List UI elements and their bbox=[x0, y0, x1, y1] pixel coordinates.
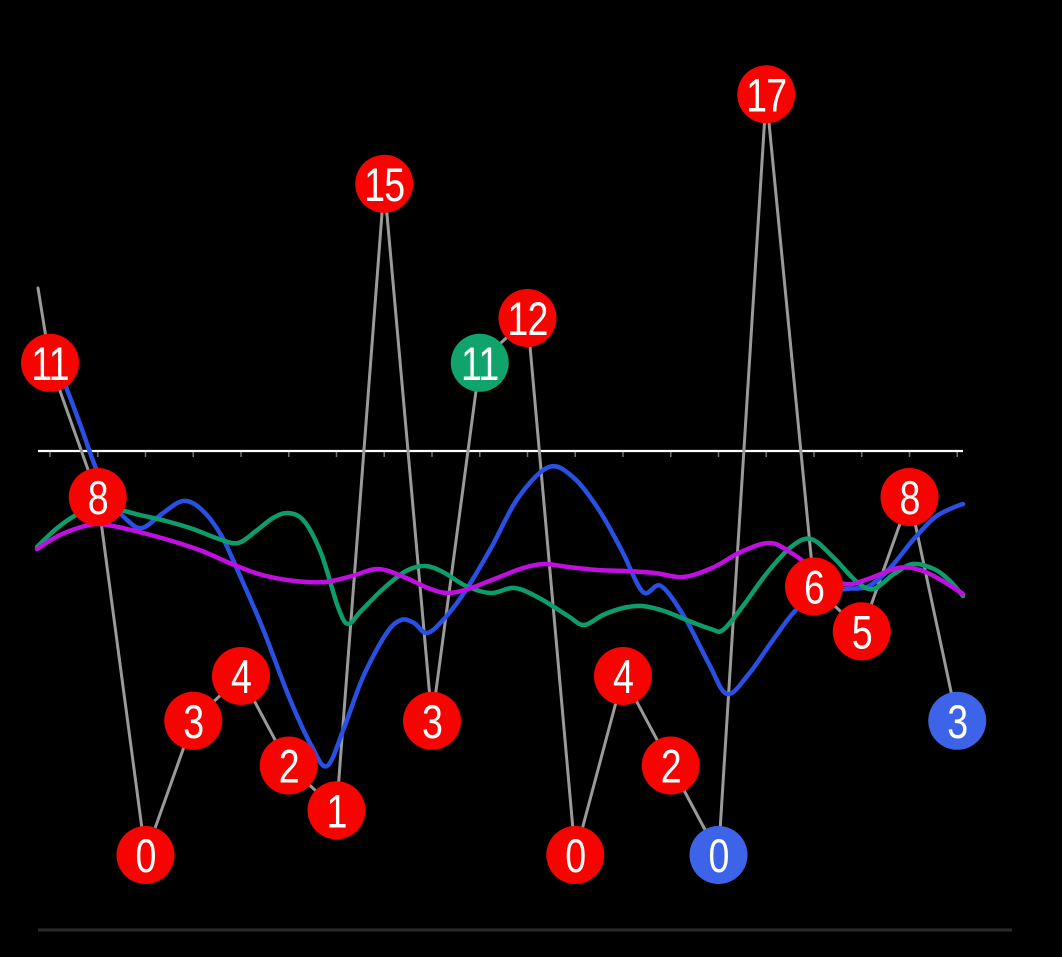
data-point-circle bbox=[498, 289, 557, 347]
data-point[interactable]: 4 bbox=[212, 647, 270, 705]
data-point[interactable]: 3 bbox=[164, 691, 223, 750]
data-point-circle bbox=[880, 468, 939, 526]
data-point-circle bbox=[259, 736, 318, 795]
data-point-circle bbox=[355, 154, 414, 213]
data-point-circle bbox=[68, 468, 127, 526]
data-point-value: 11 bbox=[31, 338, 68, 391]
data-point[interactable]: 2 bbox=[259, 736, 318, 795]
data-point-value: 0 bbox=[565, 830, 585, 883]
data-point-value: 0 bbox=[708, 830, 728, 883]
data-point[interactable]: 3 bbox=[403, 691, 461, 750]
data-point-value: 3 bbox=[422, 696, 442, 749]
data-point-circle bbox=[785, 557, 843, 616]
data-point-value: 3 bbox=[947, 696, 967, 749]
data-point-value: 2 bbox=[661, 741, 681, 794]
data-point[interactable]: 0 bbox=[689, 826, 748, 884]
data-point-value: 8 bbox=[899, 472, 919, 525]
data-point[interactable]: 6 bbox=[785, 557, 843, 616]
data-point-circle bbox=[212, 647, 270, 705]
data-point-value: 3 bbox=[183, 696, 203, 749]
data-point[interactable]: 0 bbox=[546, 826, 605, 884]
data-point-value: 17 bbox=[746, 69, 786, 122]
data-point[interactable]: 8 bbox=[68, 468, 127, 526]
data-point-circle bbox=[689, 826, 748, 884]
data-point-value: 4 bbox=[231, 651, 251, 704]
data-point-circle bbox=[403, 691, 461, 750]
data-point-value: 8 bbox=[88, 472, 108, 525]
data-point[interactable]: 4 bbox=[594, 647, 652, 705]
data-point-circle bbox=[307, 781, 366, 840]
data-point-circle bbox=[164, 691, 223, 750]
data-point[interactable]: 17 bbox=[737, 65, 796, 124]
data-point-circle bbox=[546, 826, 605, 884]
data-point-circle bbox=[21, 333, 79, 392]
data-point-value: 0 bbox=[135, 830, 155, 883]
data-point[interactable]: 0 bbox=[116, 826, 175, 884]
data-point-value: 4 bbox=[613, 651, 633, 704]
data-point[interactable]: 5 bbox=[832, 602, 891, 661]
data-point[interactable]: 3 bbox=[928, 691, 987, 750]
data-point-circle bbox=[832, 602, 891, 661]
data-point[interactable]: 11 bbox=[21, 333, 79, 392]
data-point-value: 11 bbox=[461, 338, 498, 391]
curve-green bbox=[34, 504, 966, 634]
data-point[interactable]: 12 bbox=[498, 289, 557, 347]
data-point-value: 15 bbox=[364, 159, 404, 212]
data-point-circle bbox=[737, 65, 796, 124]
data-point[interactable]: 8 bbox=[880, 468, 939, 526]
data-point[interactable]: 2 bbox=[641, 736, 700, 795]
data-point-value: 6 bbox=[804, 562, 824, 615]
data-point-value: 2 bbox=[279, 741, 299, 794]
data-point[interactable]: 1 bbox=[307, 781, 366, 840]
data-point[interactable]: 15 bbox=[355, 154, 414, 213]
data-point-circle bbox=[450, 333, 509, 392]
data-point[interactable]: 11 bbox=[450, 333, 509, 392]
data-point-circle bbox=[641, 736, 700, 795]
data-point-circle bbox=[116, 826, 175, 884]
data-point-value: 5 bbox=[852, 606, 872, 659]
data-point-circle bbox=[928, 691, 987, 750]
data-point-value: 12 bbox=[507, 293, 547, 346]
data-point-value: 1 bbox=[326, 785, 346, 838]
data-point-circle bbox=[594, 647, 652, 705]
axis-ticks bbox=[49, 452, 958, 457]
